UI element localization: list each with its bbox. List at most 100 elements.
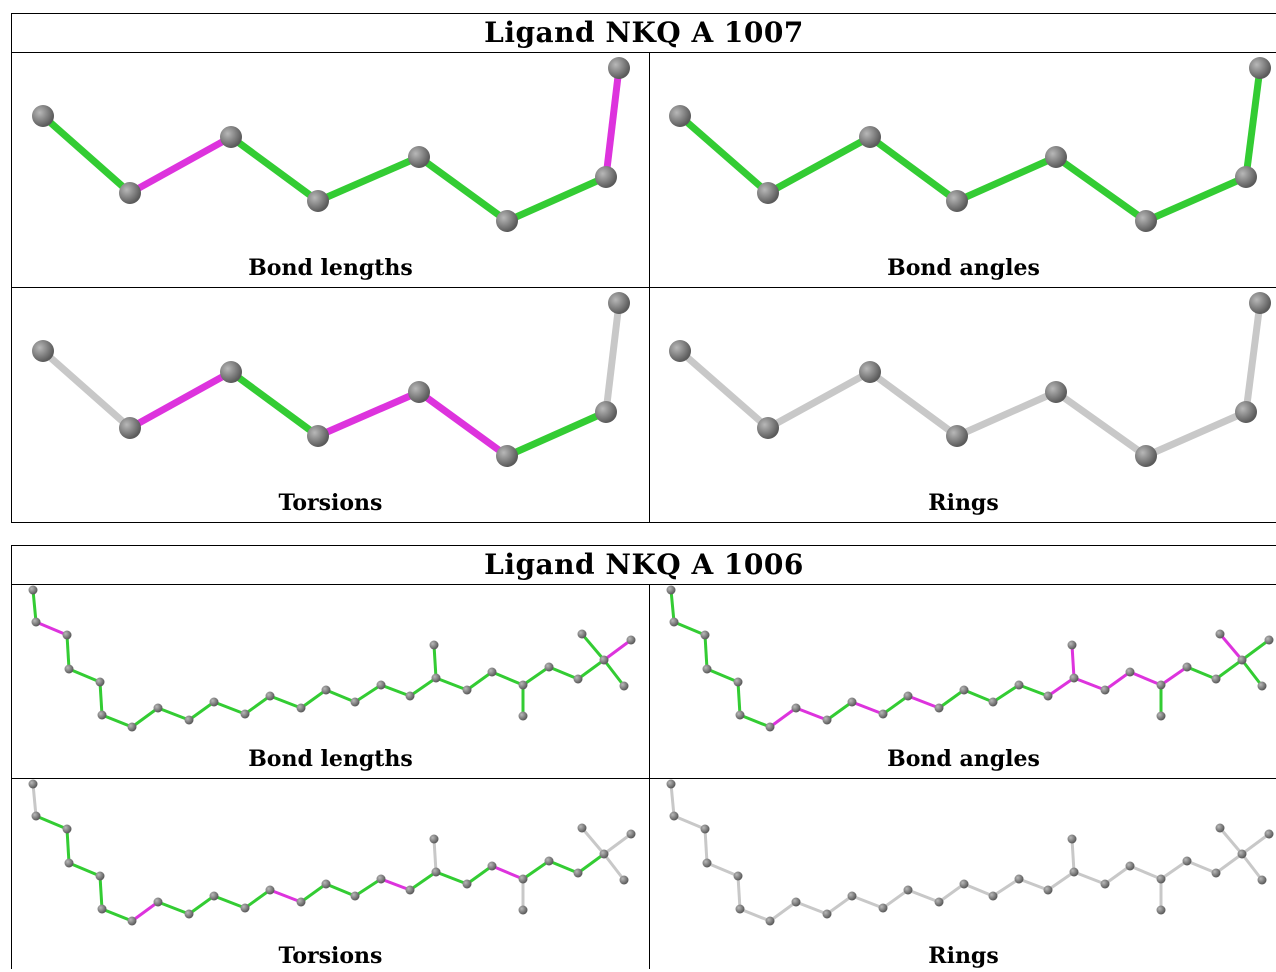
atom: [573, 868, 583, 878]
bond: [128, 368, 233, 432]
atom: [307, 190, 329, 212]
bond: [766, 368, 872, 432]
atom: [321, 879, 331, 889]
bond: [409, 870, 437, 892]
bond: [300, 688, 327, 710]
atom: [220, 361, 242, 383]
ligand-block-1006: Ligand NKQ A 1006 Bond lengths Bond angl…: [11, 545, 1276, 969]
atom: [1264, 635, 1274, 645]
atom: [577, 629, 587, 639]
atom: [376, 874, 386, 884]
panel-divider: [649, 585, 650, 969]
bond: [673, 620, 706, 637]
bond: [1240, 853, 1264, 881]
atom: [666, 585, 676, 595]
ligand-title: Ligand NKQ A 1006: [12, 546, 1276, 585]
bond: [736, 875, 742, 910]
bond: [826, 700, 853, 722]
bond: [522, 859, 550, 881]
atom: [1215, 823, 1225, 833]
atom: [32, 340, 54, 362]
atom: [988, 697, 998, 707]
atom: [878, 709, 888, 719]
bond: [851, 700, 884, 716]
bond: [1144, 408, 1248, 460]
atom: [669, 105, 691, 127]
atom: [518, 711, 528, 721]
atom: [733, 871, 743, 881]
bond: [505, 173, 608, 225]
bond: [1242, 302, 1264, 413]
atom: [31, 811, 41, 821]
bond: [31, 783, 38, 817]
atom: [903, 885, 913, 895]
bond: [1144, 173, 1248, 225]
bond: [795, 706, 828, 722]
atom: [1014, 680, 1024, 690]
atom: [431, 673, 441, 683]
atom: [1211, 868, 1221, 878]
atom: [608, 292, 630, 314]
bond: [739, 907, 771, 923]
bond: [380, 877, 411, 892]
atom: [153, 897, 163, 907]
bond: [766, 133, 872, 197]
torsions-panel: [28, 779, 636, 926]
atom: [946, 190, 968, 212]
atom: [988, 891, 998, 901]
atom: [595, 401, 617, 423]
atom: [544, 856, 554, 866]
atom: [757, 182, 779, 204]
bond: [68, 861, 101, 878]
atom: [376, 680, 386, 690]
bond: [435, 676, 468, 692]
bond: [603, 832, 632, 856]
atom: [518, 874, 528, 884]
panel-caption: Torsions: [278, 943, 383, 969]
atom: [240, 709, 250, 719]
atom: [1043, 691, 1053, 701]
atom: [408, 146, 430, 168]
bond: [882, 694, 909, 716]
atom: [791, 703, 801, 713]
bond: [703, 828, 709, 864]
bond: [157, 900, 190, 916]
atom: [1264, 829, 1274, 839]
atom: [265, 691, 275, 701]
atom: [1100, 685, 1110, 695]
panel-caption: Bond angles: [887, 746, 1040, 772]
atom: [700, 630, 710, 640]
bond: [938, 688, 965, 710]
atom: [220, 126, 242, 148]
atom: [626, 829, 636, 839]
bond-lengths-panel: [32, 57, 630, 232]
bond: [1218, 827, 1244, 855]
atom: [1125, 667, 1135, 677]
atom: [946, 425, 968, 447]
bond: [68, 667, 101, 684]
panel-caption: Rings: [928, 490, 999, 516]
atom: [733, 677, 743, 687]
bond: [1047, 870, 1075, 892]
bond: [851, 894, 884, 910]
atom: [595, 166, 617, 188]
bond: [1160, 859, 1188, 881]
bond: [580, 827, 606, 855]
atom: [599, 849, 609, 859]
atom: [153, 703, 163, 713]
bond: [1070, 644, 1076, 679]
atom: [1045, 381, 1067, 403]
bond: [416, 389, 510, 459]
atom: [97, 904, 107, 914]
atom: [1182, 856, 1192, 866]
atom: [1249, 57, 1271, 79]
atom: [669, 340, 691, 362]
bond-lengths-panel: [28, 585, 636, 732]
bond: [40, 113, 133, 196]
atom: [62, 824, 72, 834]
atom: [350, 891, 360, 901]
bond: [1018, 877, 1049, 892]
rings-panel: [666, 779, 1274, 926]
atom: [702, 858, 712, 868]
bond: [669, 589, 676, 623]
